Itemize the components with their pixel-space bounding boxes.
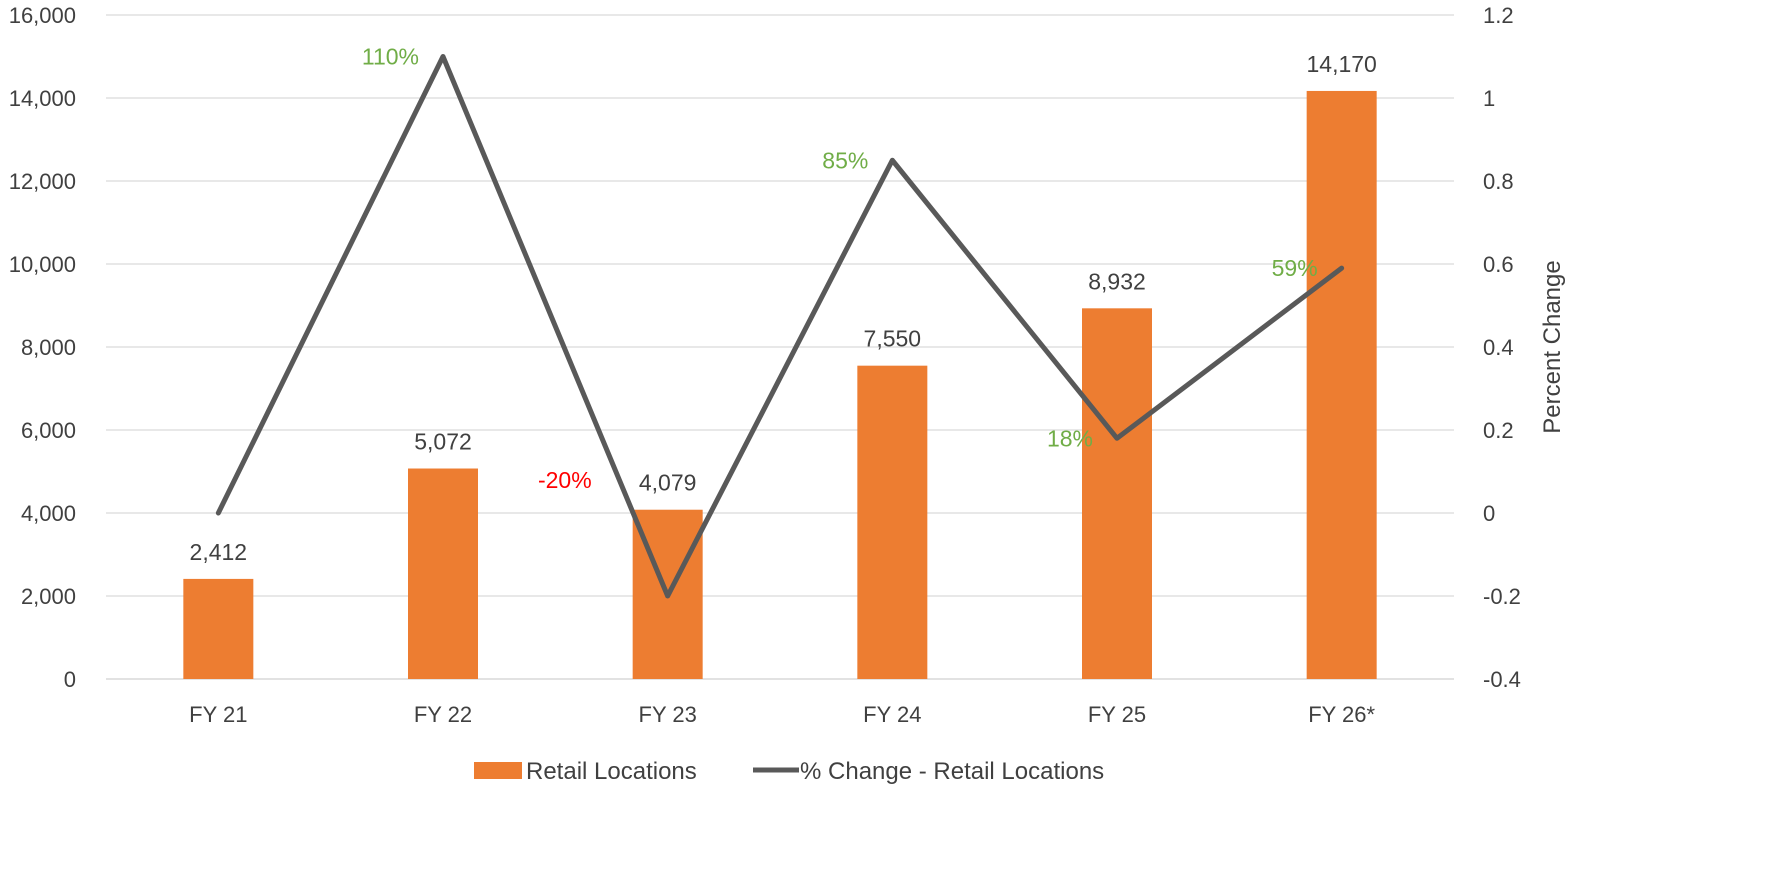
left-axis-ticks: 0 2,000 4,000 6,000 8,000 10,000 12,000 14,000 1…	[9, 3, 76, 692]
percent-change-label: 110%	[362, 44, 419, 70]
left-tick-label: 6,000	[21, 418, 76, 443]
right-tick-label: -0.2	[1483, 584, 1521, 609]
percent-change-label: -20%	[538, 467, 592, 493]
bar	[857, 365, 928, 679]
bar	[183, 578, 254, 679]
bar-value-label: 5,072	[414, 429, 472, 455]
left-tick-label: 2,000	[21, 584, 76, 609]
left-tick-label: 12,000	[9, 169, 76, 194]
bar-value-label: 8,932	[1088, 268, 1146, 294]
left-tick-label: 10,000	[9, 252, 76, 277]
left-tick-label: 16,000	[9, 3, 76, 28]
bar	[1306, 90, 1377, 679]
x-tick-label: FY 21	[189, 702, 247, 727]
right-axis-ticks: -0.4 -0.2 0 0.2 0.4 0.6 0.8 1 1.2	[1483, 3, 1521, 692]
left-tick-label: 14,000	[9, 86, 76, 111]
bar-data-labels: 2,412 5,072 4,079 7,550 8,932 14,170	[190, 51, 1377, 565]
right-tick-label: -0.4	[1483, 667, 1521, 692]
bar-value-label: 14,170	[1306, 51, 1376, 77]
x-tick-label: FY 24	[863, 702, 921, 727]
x-tick-label: FY 26*	[1308, 702, 1375, 727]
right-tick-label: 0.6	[1483, 252, 1514, 277]
right-axis-title: Percent Change	[1539, 260, 1566, 433]
x-tick-label: FY 25	[1088, 702, 1146, 727]
left-tick-label: 0	[64, 667, 76, 692]
legend-swatch-bar	[474, 762, 522, 779]
x-tick-label: FY 22	[414, 702, 472, 727]
percent-change-label: 85%	[822, 147, 868, 173]
right-tick-label: 0.8	[1483, 169, 1514, 194]
bar-value-label: 2,412	[190, 539, 248, 565]
left-tick-label: 4,000	[21, 501, 76, 526]
legend: Retail Locations % Change - Retail Locati…	[474, 758, 1104, 785]
legend-label-bar: Retail Locations	[526, 758, 697, 785]
x-axis-ticks: FY 21 FY 22 FY 23 FY 24 FY 25 FY 26*	[189, 702, 1375, 727]
bar	[1082, 308, 1152, 679]
legend-label-line: % Change - Retail Locations	[800, 758, 1104, 785]
percent-change-label: 59%	[1272, 255, 1318, 281]
right-tick-label: 1	[1483, 86, 1495, 111]
left-tick-label: 8,000	[21, 335, 76, 360]
bar-series	[183, 90, 1377, 679]
gridlines	[106, 14, 1454, 680]
right-tick-label: 1.2	[1483, 3, 1514, 28]
right-tick-label: 0.2	[1483, 418, 1514, 443]
bar-value-label: 4,079	[639, 470, 697, 496]
line-data-labels: 110% -20% 85% 18% 59%	[362, 44, 1318, 494]
percent-change-label: 18%	[1047, 425, 1093, 451]
x-tick-label: FY 23	[639, 702, 697, 727]
bar-value-label: 7,550	[864, 326, 922, 352]
line-series	[215, 54, 1345, 599]
right-tick-label: 0	[1483, 501, 1495, 526]
bar	[408, 468, 478, 679]
percent-change-line	[215, 54, 1345, 599]
right-tick-label: 0.4	[1483, 335, 1514, 360]
